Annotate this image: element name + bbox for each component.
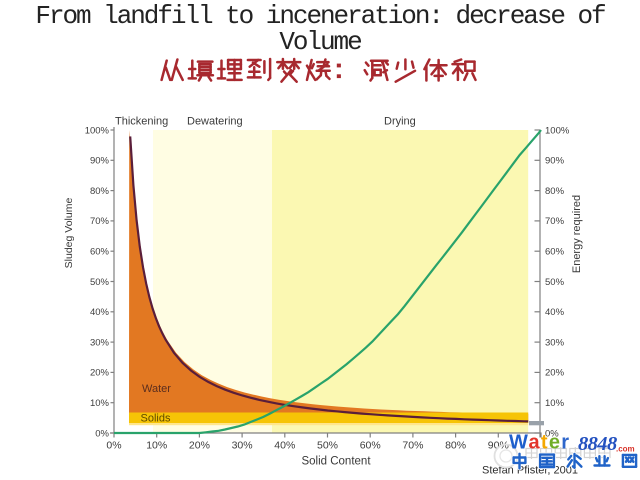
svg-text:80%: 80% (90, 186, 110, 197)
svg-text:Water: Water (509, 432, 570, 454)
svg-text:90%: 90% (545, 156, 565, 167)
svg-text:60%: 60% (90, 247, 110, 258)
svg-text:90%: 90% (90, 156, 110, 167)
svg-text:Stefan Pfister, 2001: Stefan Pfister, 2001 (482, 465, 578, 477)
svg-text:Energy required: Energy required (571, 195, 583, 273)
svg-text:100%: 100% (85, 125, 110, 136)
svg-text:90%: 90% (488, 439, 509, 451)
svg-text:70%: 70% (545, 216, 565, 227)
svg-text:80%: 80% (545, 186, 565, 197)
svg-text:50%: 50% (90, 277, 110, 288)
svg-text:0%: 0% (106, 439, 121, 451)
svg-text:Sludeg Volume: Sludeg Volume (63, 198, 75, 269)
svg-text:0%: 0% (95, 428, 109, 439)
svg-text:20%: 20% (90, 368, 110, 379)
svg-text:10%: 10% (90, 398, 110, 409)
svg-text:10%: 10% (146, 439, 167, 451)
svg-text:40%: 40% (90, 307, 110, 318)
svg-text:0%: 0% (545, 428, 559, 439)
svg-text:Solids: Solids (141, 413, 171, 425)
svg-text:20%: 20% (189, 439, 210, 451)
svg-text:60%: 60% (545, 247, 565, 258)
svg-text:8848: 8848 (578, 433, 617, 455)
svg-text:50%: 50% (317, 439, 338, 451)
svg-text:70%: 70% (90, 216, 110, 227)
svg-text:30%: 30% (545, 337, 565, 348)
svg-text:Dewatering: Dewatering (187, 116, 243, 128)
svg-text:.com: .com (616, 445, 635, 454)
svg-text:60%: 60% (360, 439, 381, 451)
svg-text:Water: Water (142, 383, 171, 395)
svg-text:100%: 100% (545, 125, 570, 136)
svg-text:20%: 20% (545, 368, 565, 379)
svg-text:Drying: Drying (384, 116, 416, 128)
svg-text:Thickening: Thickening (115, 116, 168, 128)
svg-text:10%: 10% (545, 398, 565, 409)
svg-text:40%: 40% (545, 307, 565, 318)
svg-text:80%: 80% (445, 439, 466, 451)
svg-text:30%: 30% (90, 337, 110, 348)
svg-text:30%: 30% (232, 439, 253, 451)
svg-text:40%: 40% (274, 439, 295, 451)
svg-text:50%: 50% (545, 277, 565, 288)
svg-text:Solid Content: Solid Content (301, 456, 371, 468)
svg-text:70%: 70% (402, 439, 423, 451)
